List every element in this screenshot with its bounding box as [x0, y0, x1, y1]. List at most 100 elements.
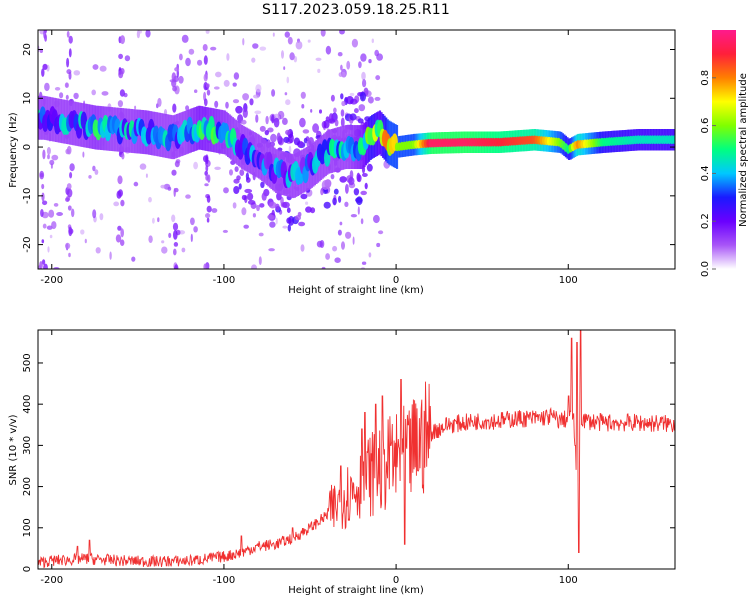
spectrogram-speckle	[349, 92, 355, 97]
spectrogram-streak	[204, 98, 208, 107]
spectrogram-speckle	[243, 224, 249, 229]
spectrogram-y-tick-label: 10	[22, 92, 33, 105]
spectrogram-y-axis-label: Frequency (Hz)	[8, 112, 19, 188]
spectrogram-speckle	[374, 49, 380, 57]
snr-y-tick-label: 100	[22, 518, 33, 537]
spectrogram-speckle	[368, 252, 372, 258]
spectrogram-speckle	[332, 197, 337, 206]
spectrogram-speckle	[287, 36, 293, 45]
spectrogram-speckle	[148, 235, 153, 243]
spectrogram-speckle	[258, 256, 262, 265]
spectrogram-y-tick-label: 20	[22, 43, 33, 56]
spectrogram-speckle	[190, 233, 193, 243]
spectrogram-speckle	[84, 238, 87, 244]
spectrogram-speckle	[222, 229, 228, 233]
figure-title: S117.2023.059.18.25.R11	[262, 2, 450, 18]
spectrogram-speckle	[178, 75, 184, 84]
spectrogram-speckle	[232, 82, 237, 87]
spectrogram-speckle	[225, 101, 229, 109]
spectrogram-speckle	[101, 91, 109, 96]
spectrogram-speckle	[334, 119, 339, 127]
spectrogram-speckle	[242, 93, 250, 101]
spectrogram-streak	[40, 209, 44, 217]
spectrogram-speckle	[245, 172, 249, 180]
spectrogram-streak	[174, 67, 180, 72]
spectrogram-streak	[117, 225, 122, 231]
spectrogram-speckle	[50, 163, 53, 169]
snr-x-tick-label: -100	[213, 575, 236, 586]
spectrogram-speckle	[267, 214, 275, 220]
spectrogram-x-tick-label: -100	[213, 275, 236, 286]
spectrogram-speckle	[99, 65, 107, 72]
spectrogram-speckle	[238, 183, 242, 190]
spectrogram-speckle	[367, 96, 374, 104]
spectrogram-speckle	[179, 53, 183, 61]
spectrogram-streak	[66, 30, 70, 38]
spectrogram-speckle	[241, 207, 247, 216]
spectrogram-streak	[120, 228, 124, 238]
spectrogram-streak	[116, 190, 122, 199]
spectrogram-speckle	[286, 76, 290, 84]
spectrogram-speckle	[328, 118, 336, 124]
spectrogram-speckle	[348, 177, 355, 186]
spectrogram-streak	[43, 263, 48, 269]
spectrogram-speckle	[312, 123, 319, 133]
spectrogram-speckle	[185, 194, 191, 199]
spectrogram-speckle	[302, 129, 310, 134]
spectrogram-speckle	[340, 93, 344, 100]
spectrogram-speckle	[283, 66, 286, 70]
spectrogram-speckle	[272, 32, 275, 37]
spectrogram-streak	[68, 35, 73, 44]
spectrogram-speckle	[59, 92, 64, 99]
spectrogram-speckle	[148, 196, 152, 203]
spectrogram-streak	[205, 213, 211, 219]
spectrogram-streak	[67, 205, 72, 211]
spectrogram-speckle	[333, 107, 337, 114]
spectrogram-speckle	[185, 57, 191, 67]
spectrogram-speckle	[339, 221, 343, 226]
spectrogram-streak	[203, 263, 207, 269]
spectrogram-speckle	[51, 154, 59, 161]
spectrogram-streak	[42, 200, 48, 206]
spectrogram-speckle	[339, 176, 347, 183]
spectrogram-speckle	[354, 108, 359, 114]
spectrogram-streak	[68, 48, 72, 58]
spectrogram-streak	[117, 100, 123, 108]
spectrogram-y-tick-label: -10	[22, 188, 33, 204]
spectrogram-speckle	[282, 225, 288, 229]
spectrogram-speckle	[282, 117, 288, 125]
spectrogram-speckle	[46, 225, 53, 230]
spectrogram-streak	[171, 72, 176, 82]
spectrogram-speckle	[352, 236, 355, 245]
colorbar-tick-label: 0.2	[700, 213, 711, 229]
spectrogram-speckle	[131, 256, 136, 262]
spectrogram-speckle	[346, 60, 351, 70]
colorbar-tick-label: 0.8	[700, 70, 711, 86]
spectrogram-speckle	[252, 213, 256, 218]
spectrogram-speckle	[332, 245, 338, 252]
snr-frame	[37, 329, 676, 570]
spectrogram-speckle	[242, 108, 248, 118]
spectrogram-speckle	[285, 129, 291, 136]
snr-y-tick-label: 200	[22, 477, 33, 496]
spectrogram-speckle	[139, 163, 147, 170]
snr-y-tick-label: 300	[22, 436, 33, 455]
spectrogram-speckle	[92, 209, 97, 219]
spectrogram-speckle	[92, 64, 99, 70]
spectrogram-speckle	[371, 38, 374, 44]
spectrogram-speckle	[341, 241, 345, 250]
spectrogram-streak	[172, 222, 179, 231]
spectrogram-speckle	[133, 181, 139, 187]
spectrogram-speckle	[323, 119, 330, 129]
spectrogram-streak	[39, 261, 43, 269]
spectrogram-speckle	[310, 109, 313, 113]
spectrogram-streak	[173, 242, 179, 247]
spectrogram-speckle	[334, 257, 341, 264]
spectrogram-speckle	[357, 174, 362, 183]
spectrogram-speckle	[273, 117, 280, 128]
spectrogram-speckle	[337, 52, 343, 57]
spectrogram-speckle	[330, 174, 335, 180]
spectrogram-speckle	[373, 214, 380, 224]
spectrogram-speckle	[375, 75, 381, 81]
spectrogram-speckle	[345, 231, 352, 239]
